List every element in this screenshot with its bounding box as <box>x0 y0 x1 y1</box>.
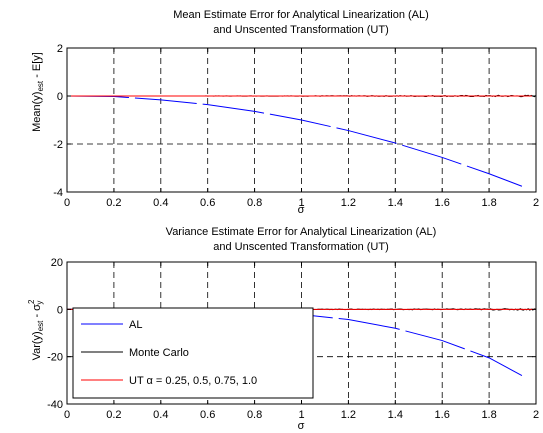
legend: AL Monte Carlo UT α = 0.25, 0.5, 0.75, 1.0 <box>72 307 314 399</box>
top-title-line-1: Mean Estimate Error for Analytical Linea… <box>173 9 429 21</box>
bottom-x-tick-label-0: 0 <box>64 409 70 421</box>
top-x-tick-label-4: 0.8 <box>247 197 262 209</box>
top-x-tick-label-9: 1.8 <box>481 197 496 209</box>
bottom-y-ticks: -40 -20 0 20 <box>47 257 536 411</box>
bottom-x-tick-label-5: 1 <box>298 409 304 421</box>
legend-box <box>72 307 314 399</box>
bottom-x-tick-label-8: 1.6 <box>435 409 450 421</box>
top-x-tick-label-1: 0.2 <box>106 197 121 209</box>
top-y-tick-label-3: 2 <box>57 43 63 55</box>
top-x-tick-label-0: 0 <box>64 197 70 209</box>
top-x-tick-label-6: 1.2 <box>341 197 356 209</box>
bottom-x-tick-label-2: 0.4 <box>153 409 168 421</box>
bottom-x-tick-label-3: 0.6 <box>200 409 215 421</box>
top-x-tick-label-5: 1 <box>298 197 304 209</box>
bottom-x-tick-label-9: 1.8 <box>481 409 496 421</box>
bottom-y-axis-label: Var(y)est - σ2y <box>27 299 45 360</box>
top-x-tick-label-10: 2 <box>533 197 539 209</box>
top-x-tick-label-2: 0.4 <box>153 197 168 209</box>
bottom-x-tick-label-7: 1.4 <box>388 409 403 421</box>
top-x-tick-label-3: 0.6 <box>200 197 215 209</box>
top-y-axis-label: Mean(y)est - E[y] <box>31 52 45 132</box>
bottom-x-ticks: 0 0.2 0.4 0.6 0.8 1 1.2 1.4 1.6 1.8 2 <box>64 262 539 421</box>
top-series-0 <box>66 95 523 187</box>
variance-error-subplot: Variance Estimate Error for Analytical L… <box>27 226 539 432</box>
bottom-y-tick-label-3: 20 <box>51 257 63 269</box>
mean-error-subplot: Mean Estimate Error for Analytical Linea… <box>31 9 539 216</box>
bottom-x-tick-label-4: 0.8 <box>247 409 262 421</box>
bottom-x-axis-label: σ <box>298 420 305 432</box>
bottom-x-tick-label-10: 2 <box>533 409 539 421</box>
top-plot-lines <box>66 94 537 187</box>
top-x-axis-label: σ <box>298 204 305 216</box>
top-y-tick-label-1: -2 <box>53 139 63 151</box>
legend-label-1: Monte Carlo <box>129 347 189 359</box>
bottom-y-tick-label-2: 0 <box>57 304 63 316</box>
top-x-tick-label-8: 1.6 <box>435 197 450 209</box>
bottom-x-tick-label-6: 1.2 <box>341 409 356 421</box>
top-y-tick-label-2: 0 <box>57 91 63 103</box>
legend-label-0: AL <box>129 319 142 331</box>
top-title-line-2: and Unscented Transformation (UT) <box>213 24 388 36</box>
top-x-ticks: 0 0.2 0.4 0.6 0.8 1 1.2 1.4 1.6 1.8 2 <box>64 48 539 209</box>
legend-label-2: UT α = 0.25, 0.5, 0.75, 1.0 <box>129 375 257 387</box>
top-y-tick-label-0: -4 <box>53 187 63 199</box>
bottom-title-line-2: and Unscented Transformation (UT) <box>213 241 388 253</box>
bottom-title-line-1: Variance Estimate Error for Analytical L… <box>166 226 437 238</box>
top-y-ticks: -4 -2 0 2 <box>53 43 536 199</box>
bottom-x-tick-label-1: 0.2 <box>106 409 121 421</box>
top-x-tick-label-7: 1.4 <box>388 197 403 209</box>
bottom-y-tick-label-0: -40 <box>47 399 63 411</box>
bottom-y-tick-label-1: -20 <box>47 352 63 364</box>
